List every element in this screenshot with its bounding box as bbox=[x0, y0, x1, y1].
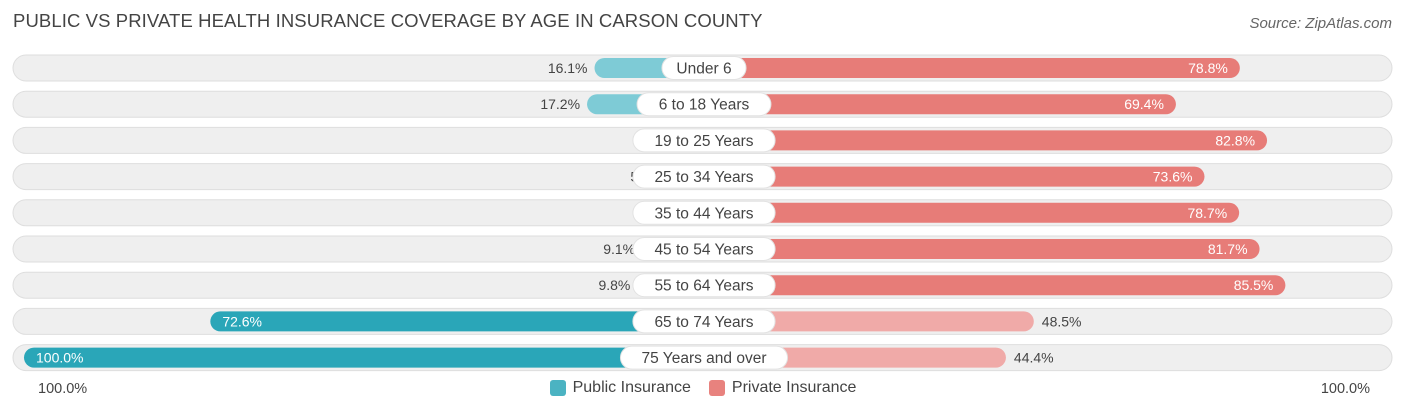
bar-public bbox=[24, 347, 704, 368]
legend: Public Insurance Private Insurance bbox=[0, 379, 1406, 397]
value-label-public: 100.0% bbox=[36, 350, 83, 366]
category-label: 65 to 74 Years bbox=[654, 314, 753, 331]
legend-item-public[interactable]: Public Insurance bbox=[549, 379, 691, 397]
category-label: 35 to 44 Years bbox=[654, 205, 753, 222]
source-label: Source: ZipAtlas.com bbox=[1249, 15, 1392, 32]
category-pill bbox=[632, 309, 776, 334]
value-label-public: 9.1% bbox=[603, 241, 635, 257]
axis-right-label: 100.0% bbox=[1320, 381, 1370, 397]
category-pill bbox=[636, 92, 772, 117]
category-pill bbox=[632, 200, 776, 225]
bar-private bbox=[704, 202, 1240, 223]
value-label-public: 9.8% bbox=[598, 277, 630, 293]
value-label-private: 69.4% bbox=[1124, 96, 1164, 112]
legend-label-private: Private Insurance bbox=[731, 379, 857, 396]
category-label: 75 Years and over bbox=[642, 350, 767, 367]
category-pill bbox=[632, 128, 776, 153]
bar-private bbox=[704, 130, 1268, 151]
category-pill bbox=[632, 273, 776, 298]
bar-public bbox=[210, 311, 704, 332]
legend-swatch-private bbox=[708, 380, 725, 396]
value-label-public: 16.1% bbox=[548, 60, 588, 76]
category-label: 19 to 25 Years bbox=[654, 133, 753, 150]
category-label: 45 to 54 Years bbox=[654, 242, 753, 259]
chart-title: PUBLIC VS PRIVATE HEALTH INSURANCE COVER… bbox=[13, 10, 763, 31]
value-label-public: 17.2% bbox=[540, 96, 580, 112]
category-pill bbox=[632, 164, 776, 189]
legend-label-public: Public Insurance bbox=[572, 379, 691, 396]
value-label-private: 78.8% bbox=[1188, 60, 1228, 76]
category-pill bbox=[632, 237, 776, 261]
bar-private bbox=[704, 58, 1240, 78]
bar-private bbox=[704, 166, 1205, 187]
value-label-private: 81.7% bbox=[1208, 241, 1248, 257]
category-label: 6 to 18 Years bbox=[659, 97, 750, 114]
legend-swatch-public bbox=[549, 380, 566, 396]
bar-private bbox=[704, 94, 1176, 115]
value-label-private: 78.7% bbox=[1187, 205, 1227, 221]
category-pill bbox=[619, 345, 789, 370]
category-label: 55 to 64 Years bbox=[654, 278, 753, 295]
category-label: Under 6 bbox=[676, 61, 731, 78]
category-label: 25 to 34 Years bbox=[654, 169, 753, 186]
value-label-private: 82.8% bbox=[1215, 132, 1255, 148]
category-pill bbox=[661, 56, 747, 80]
value-label-private: 85.5% bbox=[1234, 277, 1274, 293]
legend-item-private[interactable]: Private Insurance bbox=[708, 379, 857, 397]
value-label-private: 44.4% bbox=[1014, 350, 1054, 366]
bar-private bbox=[704, 239, 1260, 259]
bar-private bbox=[704, 275, 1286, 296]
value-label-private: 73.6% bbox=[1153, 169, 1193, 185]
value-label-public: 72.6% bbox=[222, 313, 262, 329]
axis-left-label: 100.0% bbox=[38, 381, 88, 397]
bar-private bbox=[704, 311, 1034, 332]
value-label-private: 48.5% bbox=[1042, 313, 1082, 329]
